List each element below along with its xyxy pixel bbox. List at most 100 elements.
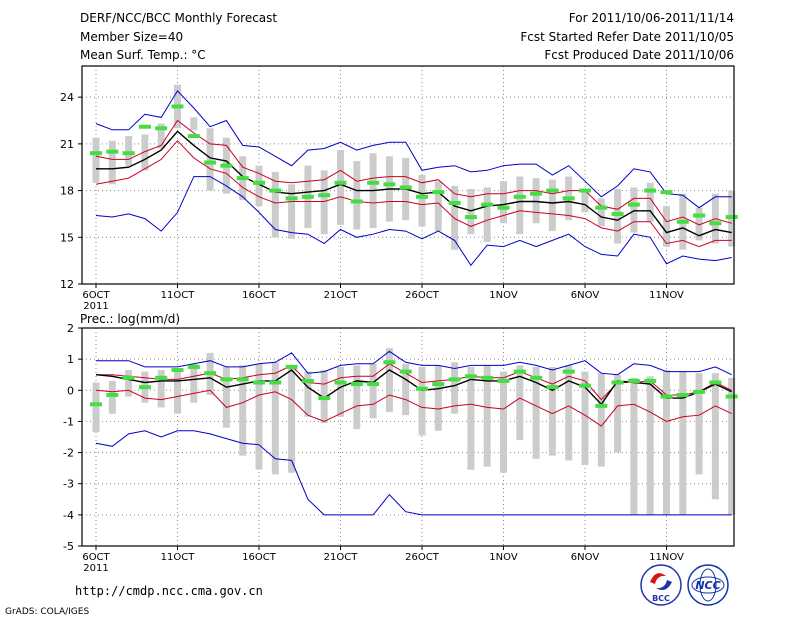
bcc-logo-ring	[640, 564, 682, 606]
obs-marker	[432, 382, 445, 387]
obs-marker	[579, 383, 591, 388]
obs-marker	[546, 385, 559, 390]
obs-marker	[693, 213, 706, 218]
ensemble-box	[581, 371, 589, 466]
ensemble-box	[646, 376, 654, 515]
ensemble-box	[679, 371, 687, 515]
ensemble-box	[451, 362, 459, 414]
ncc-logo-ring	[687, 564, 729, 606]
ensemble-box	[630, 377, 638, 515]
ensemble-box	[353, 160, 361, 230]
series-upper-line	[96, 363, 732, 401]
obs-marker	[155, 375, 168, 380]
obs-marker	[709, 380, 722, 385]
obs-marker	[334, 380, 347, 385]
ensemble-box	[614, 374, 622, 453]
obs-marker	[318, 396, 331, 401]
ensemble-box	[695, 207, 703, 241]
y-tick-label: 15	[60, 231, 74, 244]
ensemble-box	[532, 178, 540, 224]
ensemble-box	[141, 134, 149, 171]
ensemble-box	[92, 137, 100, 183]
x-tick-label: 11OCT	[161, 290, 196, 301]
ensemble-box	[320, 170, 328, 235]
ensemble-box	[369, 363, 377, 419]
obs-marker	[481, 202, 494, 207]
obs-marker	[416, 194, 428, 199]
ensemble-box	[597, 373, 605, 467]
precip-panel-title: Prec.: log(mm/d)	[80, 312, 180, 326]
source-url[interactable]: http://cmdp.ncc.cma.gov.cn	[75, 584, 263, 598]
series-min-line	[95, 430, 732, 516]
obs-marker	[187, 364, 200, 369]
obs-marker	[644, 378, 657, 383]
ensemble-box	[467, 189, 475, 235]
obs-marker	[318, 193, 331, 198]
ensemble-box	[581, 190, 589, 213]
x-tick-label: 6OCT	[82, 290, 110, 301]
series-mean-line	[96, 130, 732, 237]
obs-marker	[171, 104, 184, 109]
obs-marker	[660, 190, 673, 195]
ensemble-box	[337, 150, 344, 225]
ensemble-box	[206, 128, 214, 191]
chart-title: DERF/NCC/BCC Monthly Forecast	[80, 11, 278, 25]
ncc-logo-orbit	[699, 568, 717, 602]
obs-marker	[448, 201, 461, 206]
obs-marker	[155, 126, 168, 131]
ensemble-box	[548, 179, 556, 232]
ensemble-box	[630, 187, 638, 233]
obs-marker	[204, 371, 217, 376]
obs-marker	[269, 188, 282, 193]
ncc-logo: NCC	[687, 564, 729, 606]
obs-marker	[285, 364, 298, 369]
ensemble-box	[255, 165, 263, 207]
series-max-line	[95, 176, 732, 267]
obs-marker	[285, 196, 298, 201]
ensemble-box	[695, 373, 703, 475]
x-year-label: 2011	[83, 563, 108, 574]
obs-marker	[546, 188, 559, 193]
obs-marker	[562, 196, 575, 201]
ensemble-box	[614, 189, 622, 244]
obs-marker	[725, 394, 738, 399]
ncc-logo-orbit	[691, 576, 725, 594]
ensemble-box	[663, 206, 670, 247]
x-tick-label: 11NOV	[649, 552, 684, 563]
obs-marker	[611, 380, 624, 385]
obs-marker	[367, 382, 380, 387]
obs-marker	[122, 151, 135, 156]
obs-marker	[432, 190, 445, 195]
obs-marker	[676, 392, 689, 397]
ensemble-box	[271, 171, 279, 238]
ensemble-box	[157, 370, 165, 408]
obs-marker	[106, 149, 119, 154]
obs-marker	[90, 151, 102, 156]
x-tick-label: 6NOV	[571, 290, 600, 301]
ensemble-box	[532, 366, 540, 459]
ensemble-box	[434, 181, 442, 232]
obs-marker	[725, 215, 738, 220]
x-tick-label: 1NOV	[489, 552, 518, 563]
obs-marker	[627, 202, 640, 207]
obs-marker	[530, 375, 543, 380]
x-tick-label: 16OCT	[242, 290, 277, 301]
x-tick-label: 6NOV	[571, 552, 600, 563]
y-tick-label: -1	[63, 415, 74, 428]
ensemble-box	[337, 366, 344, 417]
y-tick-label: 12	[60, 278, 74, 291]
x-tick-label: 26OCT	[405, 290, 440, 301]
obs-marker	[693, 389, 706, 394]
plot-frame	[81, 327, 735, 547]
obs-marker	[530, 191, 543, 196]
y-tick-label: -2	[63, 447, 74, 460]
ensemble-box	[500, 371, 507, 473]
fcst-started-label: Fcst Started Refer Date 2011/10/05	[520, 30, 734, 44]
ensemble-box	[157, 123, 165, 149]
ensemble-box	[548, 366, 556, 456]
series-upper-line	[95, 119, 732, 226]
ensemble-box	[711, 373, 719, 500]
ensemble-box	[108, 140, 116, 185]
obs-marker	[269, 380, 282, 385]
